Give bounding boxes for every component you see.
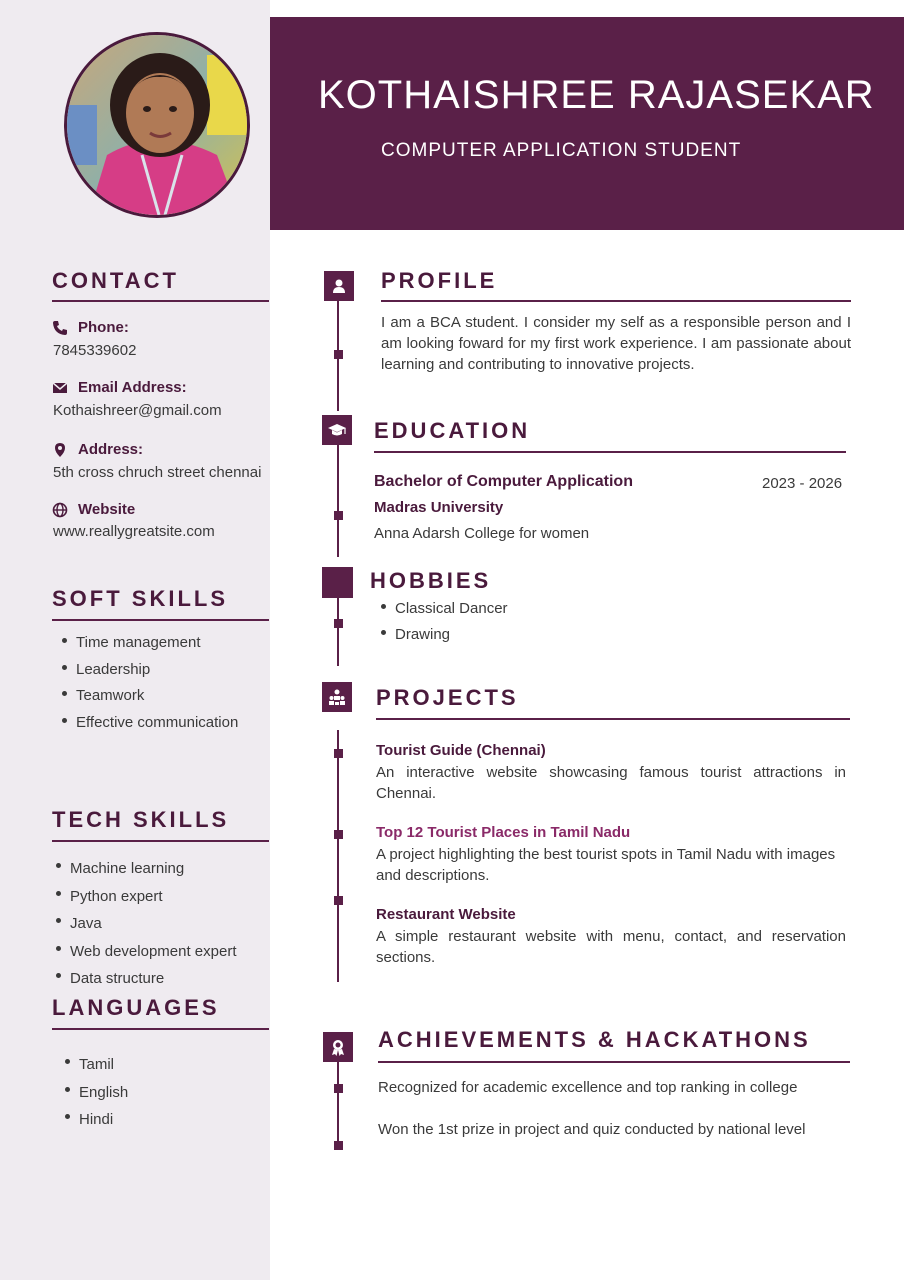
- degree-name: Bachelor of Computer Application: [374, 473, 633, 490]
- soft-skills-divider: [52, 619, 269, 621]
- list-item: Classical Dancer: [381, 596, 508, 622]
- project-description: A simple restaurant website with menu, c…: [376, 928, 846, 966]
- soft-skills-heading: SOFT SKILLS: [52, 586, 228, 611]
- achievements-icon-box: [323, 1032, 353, 1062]
- email-label: Email Address:: [52, 379, 187, 396]
- list-item: English: [65, 1079, 128, 1107]
- list-item: Java: [56, 910, 237, 938]
- education-icon-box: [322, 415, 352, 445]
- profile-text: I am a BCA student. I consider my self a…: [381, 314, 851, 373]
- candidate-title: COMPUTER APPLICATION STUDENT: [381, 140, 742, 161]
- education-divider: [374, 451, 846, 453]
- address-label: Address:: [52, 441, 143, 458]
- team-icon: [329, 689, 345, 705]
- list-item: Data structure: [56, 965, 237, 993]
- hobbies-list: Classical Dancer Drawing: [381, 596, 508, 648]
- achievements-divider: [378, 1061, 850, 1063]
- phone-label: Phone:: [52, 319, 129, 336]
- list-item: Time management: [62, 630, 238, 657]
- projects-timeline: [337, 730, 339, 982]
- list-item: Drawing: [381, 622, 508, 648]
- hobbies-icon-box: [322, 567, 353, 598]
- timeline-node: [334, 896, 343, 905]
- graduation-cap-icon: [328, 424, 346, 436]
- hobbies-heading: HOBBIES: [370, 568, 492, 593]
- map-pin-icon: [55, 442, 65, 457]
- award-icon: [332, 1040, 344, 1056]
- profile-icon-box: [324, 271, 354, 301]
- timeline-node: [334, 619, 343, 628]
- list-item: Hindi: [65, 1106, 128, 1134]
- website-label-text: Website: [78, 501, 136, 518]
- person-icon: [333, 279, 345, 293]
- tech-skills-heading: TECH SKILLS: [52, 807, 230, 832]
- email-label-text: Email Address:: [78, 379, 187, 396]
- website-value[interactable]: www.reallygreatsite.com: [53, 523, 215, 540]
- education-timeline: [337, 445, 339, 557]
- timeline-node: [334, 749, 343, 758]
- list-item: Teamwork: [62, 683, 238, 710]
- profile-photo: [64, 32, 250, 218]
- projects-icon-box: [322, 682, 352, 712]
- email-value[interactable]: Kothaishreer@gmail.com: [53, 402, 222, 419]
- hobbies-timeline: [337, 598, 339, 666]
- soft-skills-list: Time management Leadership Teamwork Effe…: [62, 630, 238, 736]
- timeline-node: [334, 1084, 343, 1093]
- contact-heading: CONTACT: [52, 268, 179, 293]
- phone-label-text: Phone:: [78, 319, 129, 336]
- project-description: A project highlighting the best tourist …: [376, 846, 836, 884]
- projects-heading: PROJECTS: [376, 685, 519, 710]
- profile-divider: [381, 300, 851, 302]
- projects-divider: [376, 718, 850, 720]
- timeline-node: [334, 1141, 343, 1150]
- tech-skills-list: Machine learning Python expert Java Web …: [56, 855, 237, 993]
- tech-skills-divider: [52, 840, 269, 842]
- achievement-item: Won the 1st prize in project and quiz co…: [378, 1121, 806, 1138]
- list-item: Web development expert: [56, 938, 237, 966]
- timeline-node: [334, 511, 343, 520]
- list-item: Effective communication: [62, 710, 238, 737]
- list-item: Leadership: [62, 657, 238, 684]
- address-label-text: Address:: [78, 441, 144, 458]
- phone-icon: [53, 320, 67, 335]
- languages-heading: LANGUAGES: [52, 995, 220, 1020]
- languages-list: Tamil English Hindi: [65, 1051, 128, 1134]
- list-item: Tamil: [65, 1051, 128, 1079]
- phone-value: 7845339602: [53, 342, 137, 359]
- achievement-item: Recognized for academic excellence and t…: [378, 1079, 798, 1096]
- education-heading: EDUCATION: [374, 418, 531, 443]
- education-years: 2023 - 2026: [762, 475, 843, 492]
- address-value: 5th cross chruch street chennai: [53, 464, 262, 481]
- list-item: Machine learning: [56, 855, 237, 883]
- project-description: An interactive website showcasing famous…: [376, 764, 846, 802]
- languages-divider: [52, 1028, 269, 1030]
- profile-heading: PROFILE: [381, 268, 498, 293]
- project-title: Top 12 Tourist Places in Tamil Nadu: [376, 824, 631, 841]
- achievements-timeline: [337, 1062, 339, 1150]
- college-name: Anna Adarsh College for women: [374, 525, 590, 542]
- envelope-icon: [52, 381, 68, 393]
- website-label: Website: [52, 501, 135, 518]
- timeline-node: [334, 830, 343, 839]
- project-title: Tourist Guide (Chennai): [376, 742, 546, 759]
- contact-divider: [52, 300, 269, 302]
- university-name: Madras University: [374, 499, 504, 516]
- globe-icon: [52, 502, 68, 517]
- project-title: Restaurant Website: [376, 906, 516, 923]
- list-item: Python expert: [56, 883, 237, 911]
- header-banner: KOTHAISHREE RAJASEKAR COMPUTER APPLICATI…: [270, 17, 904, 230]
- candidate-name: KOTHAISHREE RAJASEKAR: [318, 73, 875, 117]
- timeline-node: [334, 350, 343, 359]
- achievements-heading: ACHIEVEMENTS & HACKATHONS: [378, 1027, 811, 1052]
